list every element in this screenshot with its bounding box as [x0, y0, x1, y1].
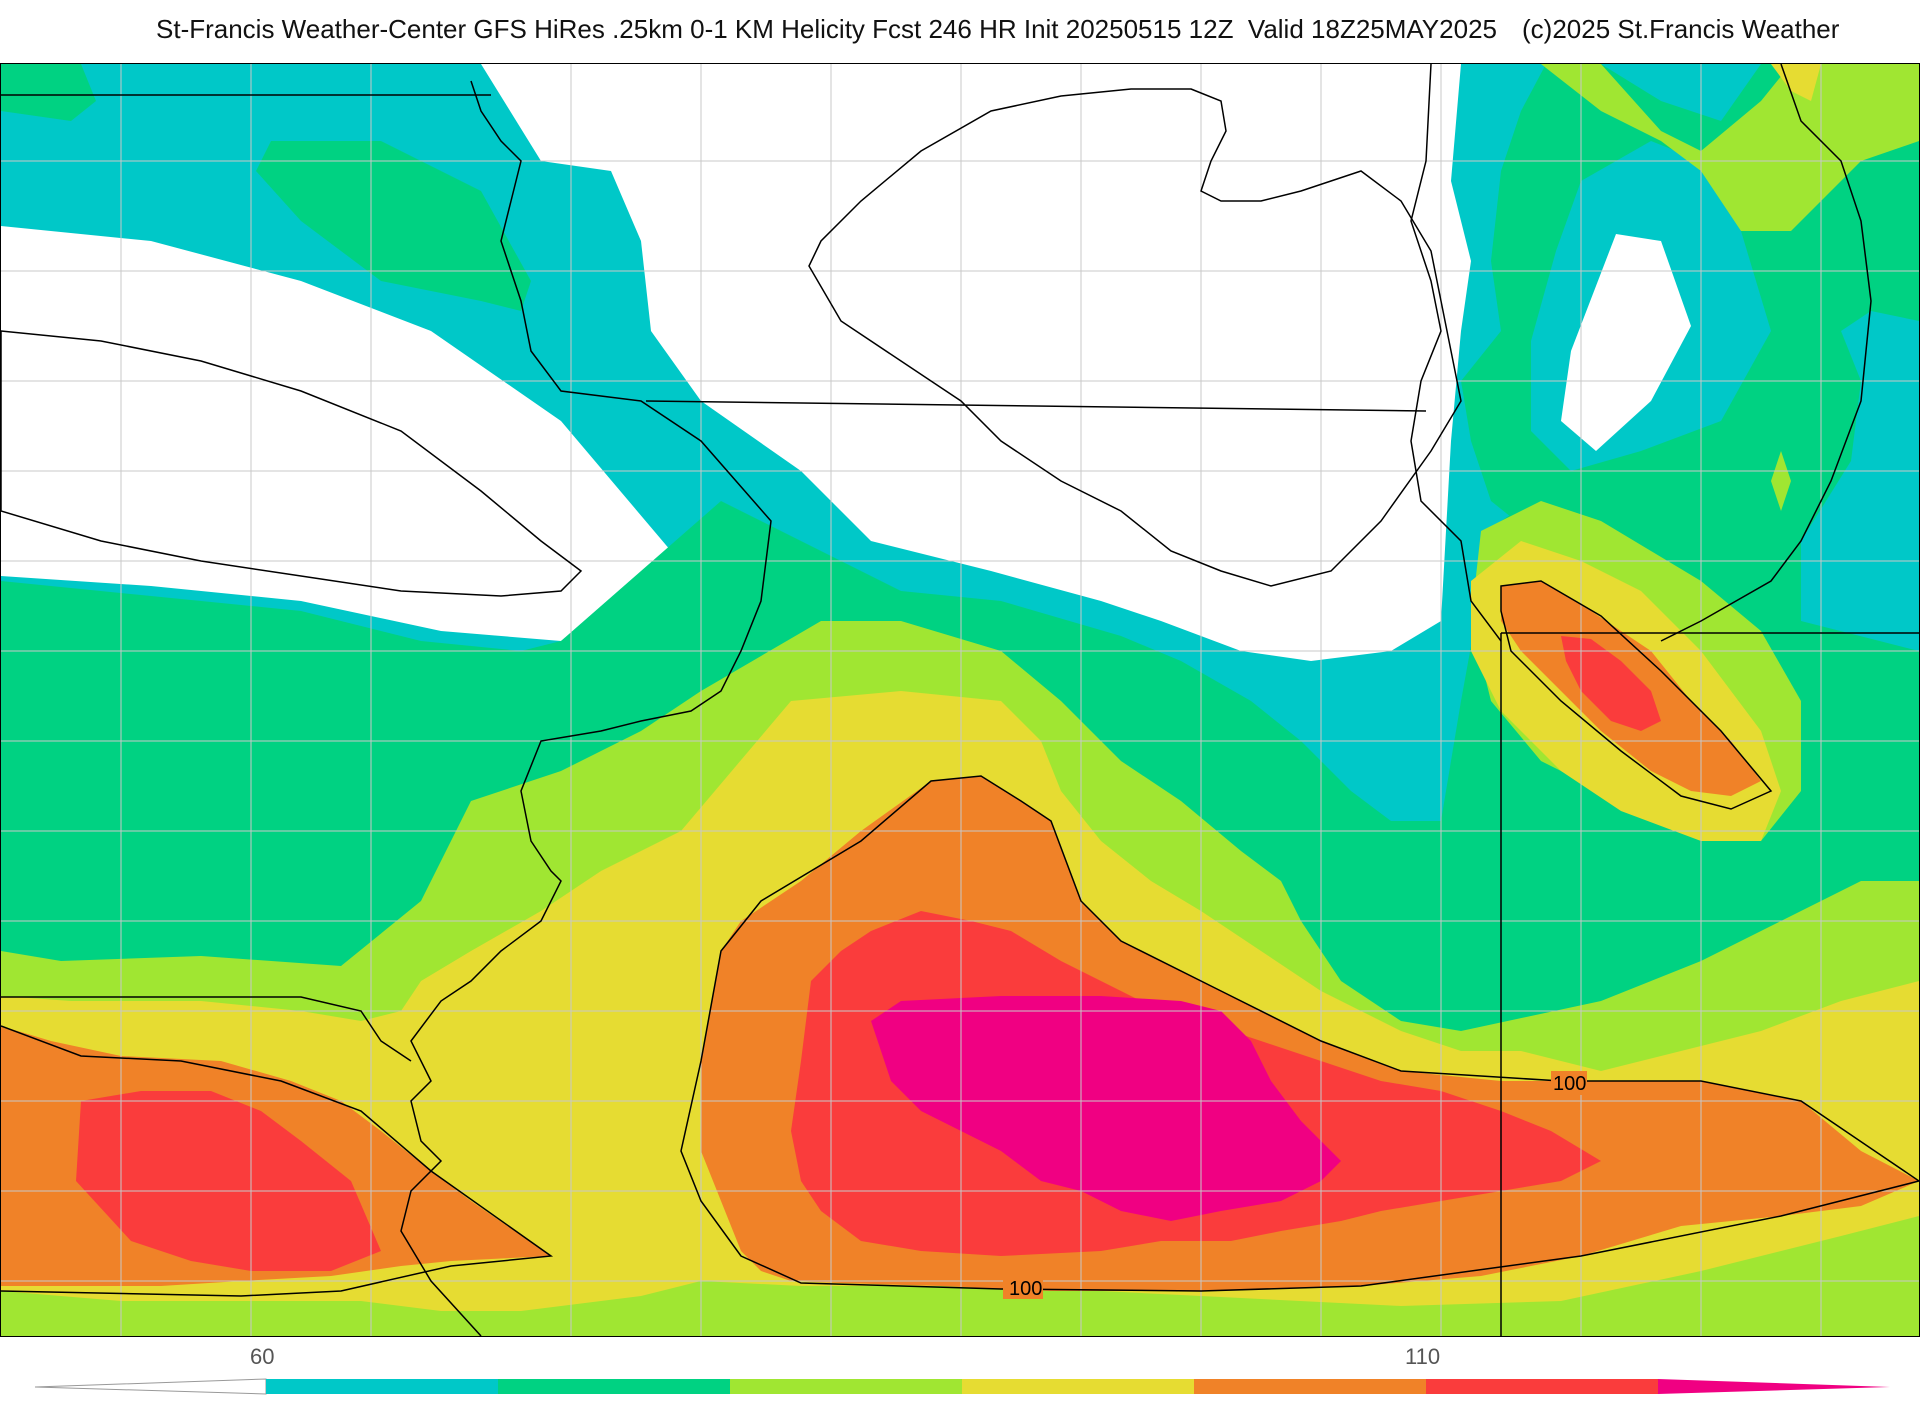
legend-arrow-right: [1658, 1379, 1890, 1394]
legend-tick-60: 60: [250, 1344, 274, 1369]
legend-swatch-lightgreen: [730, 1379, 962, 1394]
legend-arrow-left: [34, 1378, 267, 1395]
state-borders: [1, 64, 1919, 1336]
helicity-contours: [1, 88, 1919, 1297]
legend-swatch-red: [1426, 1379, 1658, 1394]
title-text: St-Francis Weather-Center GFS HiRes .25k…: [156, 14, 1497, 44]
contour-label-100-east: 100: [1553, 1073, 1586, 1095]
map-title: St-Francis Weather-Center GFS HiRes .25k…: [0, 14, 1920, 54]
contour-labels: 100 100: [1003, 1071, 1587, 1300]
legend-swatch-green: [498, 1379, 730, 1394]
county-borders: [1, 64, 1919, 1336]
copyright-text: (c)2025 St.Francis Weather: [1522, 14, 1840, 44]
legend-swatch-yellow: [962, 1379, 1194, 1394]
legend-swatch-orange: [1194, 1379, 1426, 1394]
map-canvas: 100 100: [1, 64, 1919, 1336]
contour-label-100-south: 100: [1009, 1278, 1042, 1300]
helicity-band-magenta: [871, 996, 1341, 1221]
legend-tick-110: 110: [1405, 1344, 1440, 1369]
legend-swatch-cyan: [266, 1379, 498, 1394]
white-inner-core: [1561, 234, 1691, 451]
color-legend: 60 110: [0, 1340, 1920, 1400]
helicity-map: 100 100: [0, 63, 1920, 1337]
